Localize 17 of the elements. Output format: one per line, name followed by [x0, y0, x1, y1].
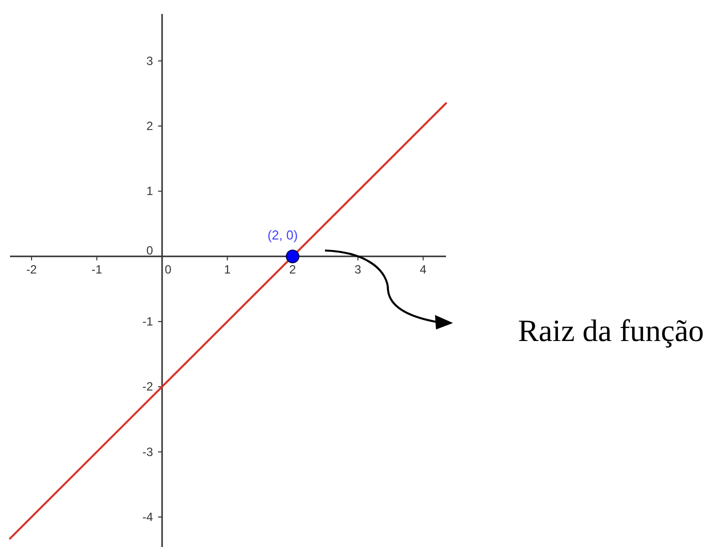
x-tick-label: 0 [164, 262, 172, 276]
x-tick-label: 1 [224, 262, 232, 276]
x-tick-label: 3 [354, 262, 362, 276]
y-tick-label: 0 [146, 243, 154, 258]
x-tick-label: -1 [91, 262, 102, 276]
y-tick-label: 2 [146, 119, 154, 134]
y-tick-label: 1 [146, 184, 154, 198]
y-tick-label: -3 [142, 444, 154, 459]
y-tick-label: -2 [142, 380, 154, 394]
x-tick-label: 4 [420, 262, 427, 276]
x-tick-label: 2 [289, 262, 296, 276]
text: Raiz da função [518, 313, 704, 348]
y-tick-label: -4 [142, 510, 154, 524]
data-label: (2, 0) [267, 227, 298, 242]
y-tick-label: 3 [146, 54, 154, 68]
y-tick-label: -1 [142, 314, 154, 329]
x-tick-label: -2 [26, 262, 38, 276]
